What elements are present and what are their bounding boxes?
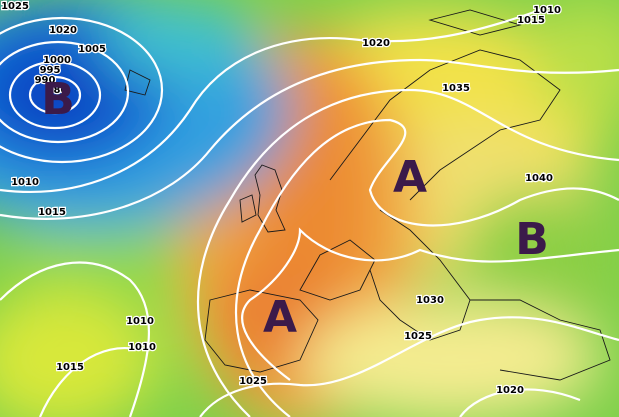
isobars [0, 8, 619, 417]
isobar-label: 1015 [56, 362, 84, 373]
isobar-label: 1025 [1, 1, 29, 12]
isobar-label: 1020 [49, 25, 77, 36]
pressure-center: B [515, 214, 549, 265]
isobar-label: 995 [40, 65, 61, 76]
isobar-label: 1040 [525, 173, 553, 184]
isobar-label: 1035 [442, 83, 470, 94]
pressure-center: A [263, 292, 297, 343]
isobar-label: 1015 [517, 15, 545, 26]
isobar-label: 1030 [416, 295, 444, 306]
isobar-label: 1015 [38, 207, 66, 218]
coastlines [124, 9, 611, 381]
isobar-label: 1005 [78, 44, 106, 55]
isobar-label: 1000 [43, 55, 71, 66]
isobar-label: 1010 [533, 5, 561, 16]
isobar-label: 980 [47, 85, 68, 96]
isobar-label: 1010 [126, 316, 154, 327]
pressure-center: B [41, 74, 75, 125]
isobar-label: 1025 [404, 331, 432, 342]
isobar-label: 1020 [496, 385, 524, 396]
isobar-label: 1010 [11, 177, 39, 188]
pressure-center: A [393, 152, 427, 203]
isobar-label: 1025 [239, 376, 267, 387]
labels: 1025102010051000995990980101010151020103… [0, 0, 562, 397]
isobar-label: 1020 [362, 38, 390, 49]
isobar-label: 990 [35, 75, 56, 86]
isobar-label: 1010 [128, 342, 156, 353]
